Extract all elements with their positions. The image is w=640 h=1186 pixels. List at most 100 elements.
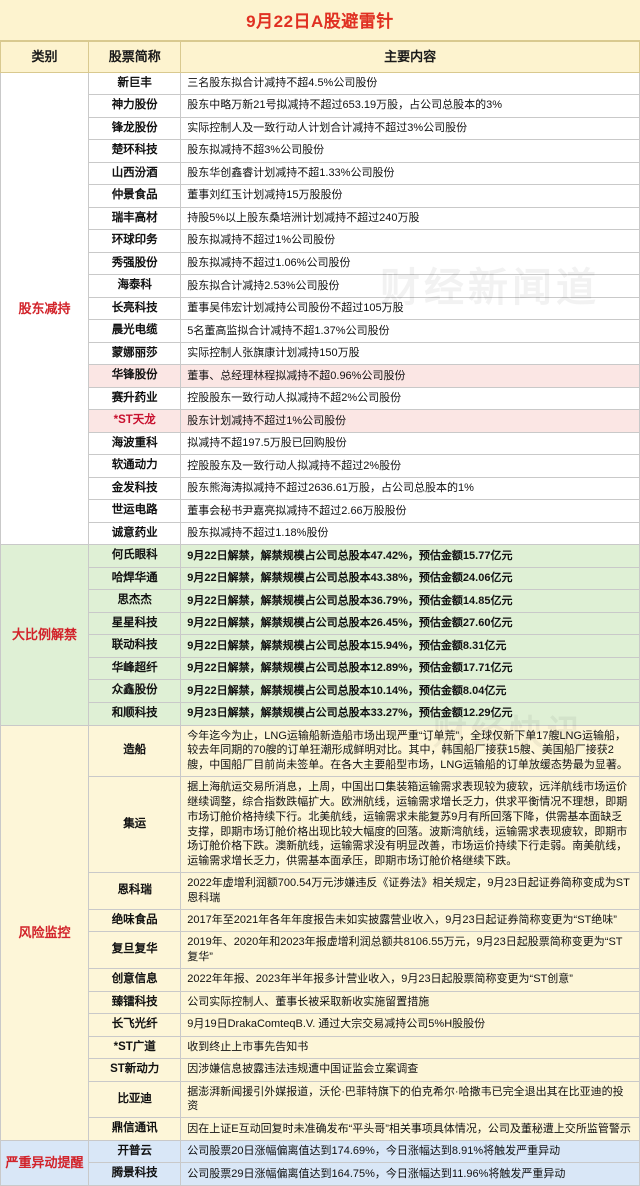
content-cell: 实际控制人及一致行动人计划合计减持不超过3%公司股份	[180, 116, 640, 141]
stock-name-cell: 长亮科技	[88, 296, 182, 321]
content-cell: 据上海航运交易所消息，上周，中国出口集装箱运输需求表现较为疲软，远洋航线市场运价…	[180, 776, 640, 874]
stock-name-cell: 赛升药业	[88, 386, 182, 411]
content-cell: 据澎湃新闻援引外媒报道，沃伦·巴菲特旗下的伯克希尔·哈撒韦已完全退出其在比亚迪的…	[180, 1080, 640, 1119]
stock-name-cell: 腾景科技	[88, 1162, 182, 1186]
content-cell: 收到终止上市事先告知书	[180, 1035, 640, 1060]
stock-name-cell: 绝味食品	[88, 908, 182, 933]
content-cell: 2022年年报、2023年半年报多计营业收入，9月23日起股票简称变更为“ST创…	[180, 967, 640, 992]
table-row: 金发科技 股东熊海涛拟减持不超过2636.61万股，占公司总股本的1%	[1, 476, 640, 501]
content-cell: 拟减持不超197.5万股已回购股份	[180, 431, 640, 456]
content-cell: 股东拟减持不超过1.18%股份	[180, 521, 640, 546]
content-cell: 董事、总经理林程拟减持不超0.96%公司股份	[180, 364, 640, 388]
content-cell: 股东拟减持不超3%公司股份	[180, 139, 640, 163]
stock-name-cell: *ST广道	[88, 1035, 182, 1060]
category-cell: 大比例解禁	[0, 544, 90, 726]
content-cell: 公司股票20日涨幅偏离值达到174.69%，今日涨幅达到8.91%将触发严重异动	[180, 1139, 640, 1164]
table-row: 长飞光纤 9月19日DrakaComteqB.V. 通过大宗交易减持公司5%H股股…	[1, 1013, 640, 1037]
table-row: 环球印务 股东拟减持不超过1%公司股份	[1, 229, 640, 253]
table-row: 山西汾酒 股东华创鑫睿计划减持不超1.33%公司股份	[1, 161, 640, 186]
content-cell: 9月22日解禁，解禁规模占公司总股本36.79%，预估金额14.85亿元	[180, 589, 640, 613]
stock-name-cell: 联动科技	[88, 634, 182, 658]
stock-name-cell: 环球印务	[88, 229, 182, 253]
content-cell: 董事会秘书尹嘉亮拟减持不超过2.66万股股份	[180, 499, 640, 523]
table-row: 风险监控 造船 今年迄今为止，LNG运输船新造船市场出现严重“订单荒”，全球仅新下单…	[0, 724, 640, 1141]
table-row: 大比例解禁 何氏眼科 9月22日解禁，解禁规模占公司总股本47.42%，预估金额15…	[0, 544, 640, 726]
table-row: 锋龙股份 实际控制人及一致行动人计划合计减持不超过3%公司股份	[1, 116, 640, 141]
stock-name-cell: 集运	[88, 776, 182, 874]
stock-name-cell: 楚环科技	[88, 139, 182, 163]
content-cell: 5名董高监拟合计减持不超1.37%公司股份	[180, 319, 640, 343]
table-row: 复旦复华 2019年、2020年和2023年报虚增利润总额共8106.55万元，9…	[1, 931, 640, 969]
content-cell: 因在上证E互动回复时未准确发布“平头哥”相关事项具体情况，公司及董秘遭上交所监管…	[180, 1117, 640, 1141]
table-row: 恩科瑞 2022年虚增利润额700.54万元涉嫌违反《证券法》相关规定，9月23日…	[1, 872, 640, 910]
table-row: 华峰超纤 9月22日解禁，解禁规模占公司总股本12.89%，预估金额17.71亿元	[1, 656, 640, 681]
content-cell: 因涉嫌信息披露违法违规遭中国证监会立案调查	[180, 1058, 640, 1082]
column-header-content: 主要内容	[180, 41, 640, 73]
stock-name-cell: 海波重科	[88, 431, 182, 456]
table-row: 长亮科技 董事吴伟宏计划减持公司股份不超过105万股	[1, 296, 640, 321]
content-cell: 9月23日解禁，解禁规模占公司总股本33.27%，预估金额12.29亿元	[180, 701, 640, 726]
content-cell: 股东拟减持不超过1%公司股份	[180, 229, 640, 253]
table-row: 思杰杰 9月22日解禁，解禁规模占公司总股本36.79%，预估金额14.85亿元	[1, 589, 640, 613]
table-row: 赛升药业 控股股东一致行动人拟减持不超2%公司股份	[1, 386, 640, 411]
table-row: 臻镭科技 公司实际控制人、董事长被采取新收实施留置措施	[1, 990, 640, 1015]
table-body: 股东减持 新巨丰 三名股东拟合计减持不超4.5%公司股份 神力股份 股东中略万新21号拟…	[0, 71, 640, 1186]
stock-name-cell: 锋龙股份	[88, 116, 182, 141]
stock-name-cell: 瑞丰高材	[88, 206, 182, 231]
content-cell: 9月22日解禁，解禁规模占公司总股本15.94%，预估金额8.31亿元	[180, 634, 640, 658]
content-cell: 股东拟减持不超过1.06%公司股份	[180, 251, 640, 276]
table-row: 世运电路 董事会秘书尹嘉亮拟减持不超过2.66万股股份	[1, 499, 640, 523]
stock-name-cell: 华锋股份	[88, 364, 182, 388]
content-cell: 股东华创鑫睿计划减持不超1.33%公司股份	[180, 161, 640, 186]
table-row: 绝味食品 2017年至2021年各年年度报告未如实披露营业收入，9月23日起证券简…	[1, 908, 640, 933]
stock-name-cell: 蒙娜丽莎	[88, 341, 182, 366]
content-cell: 9月22日解禁，解禁规模占公司总股本43.38%，预估金额24.06亿元	[180, 566, 640, 591]
table-row: 海波重科 拟减持不超197.5万股已回购股份	[1, 431, 640, 456]
table-row: 晨光电缆 5名董高监拟合计减持不超1.37%公司股份	[1, 319, 640, 343]
stock-name-cell: 华峰超纤	[88, 656, 182, 681]
title-bar: 9月22日A股避雷针	[0, 0, 640, 41]
table-row: 华锋股份 董事、总经理林程拟减持不超0.96%公司股份	[1, 364, 640, 388]
stock-name-cell: 世运电路	[88, 499, 182, 523]
content-cell: 2022年虚增利润额700.54万元涉嫌违反《证券法》相关规定，9月23日起证券…	[180, 872, 640, 910]
stock-name-cell: 星星科技	[88, 611, 182, 636]
column-header-category: 类别	[0, 41, 90, 73]
content-cell: 今年迄今为止，LNG运输船新造船市场出现严重“订单荒”，全球仅新下单17艘LNG…	[180, 724, 640, 778]
stock-name-cell: 长飞光纤	[88, 1013, 182, 1037]
stock-name-cell: 臻镭科技	[88, 990, 182, 1015]
table-row: 严重异动提醒 开普云 公司股票20日涨幅偏离值达到174.69%，今日涨幅达到8.9…	[0, 1139, 640, 1186]
stock-name-cell: 秀强股份	[88, 251, 182, 276]
stock-name-cell: 新巨丰	[88, 71, 182, 96]
table-row: 众鑫股份 9月22日解禁，解禁规模占公司总股本10.14%，预估金额8.04亿元	[1, 679, 640, 703]
table-row: 蒙娜丽莎 实际控制人张旗康计划减持150万股	[1, 341, 640, 366]
table-row: 神力股份 股东中略万新21号拟减持不超过653.19万股，占公司总股本的3%	[1, 94, 640, 118]
stock-name-cell: 哈焊华通	[88, 566, 182, 591]
stock-name-cell: 诚意药业	[88, 521, 182, 546]
table-row: 诚意药业 股东拟减持不超过1.18%股份	[1, 521, 640, 546]
content-cell: 9月22日解禁，解禁规模占公司总股本47.42%，预估金额15.77亿元	[180, 544, 640, 568]
stock-name-cell: 恩科瑞	[88, 872, 182, 910]
table-row: 仲景食品 董事刘红玉计划减持15万股股份	[1, 184, 640, 208]
table-row: 瑞丰高材 持股5%以上股东桑培洲计划减持不超过240万股	[1, 206, 640, 231]
category-cell: 股东减持	[0, 71, 90, 546]
risk-table: 类别 股票简称 主要内容 股东减持 新巨丰 三名股东拟合计减持不超4.5%公司股份神…	[0, 41, 640, 1186]
table-row: 比亚迪 据澎湃新闻援引外媒报道，沃伦·巴菲特旗下的伯克希尔·哈撒韦已完全退出其在比…	[1, 1080, 640, 1119]
table-row: 海泰科 股东拟合计减持2.53%公司股份	[1, 274, 640, 298]
content-cell: 实际控制人张旗康计划减持150万股	[180, 341, 640, 366]
stock-name-cell: 众鑫股份	[88, 679, 182, 703]
stock-name-cell: 比亚迪	[88, 1080, 182, 1119]
table-row: 秀强股份 股东拟减持不超过1.06%公司股份	[1, 251, 640, 276]
table-row: 鼎信通讯 因在上证E互动回复时未准确发布“平头哥”相关事项具体情况，公司及董秘遭上…	[1, 1117, 640, 1141]
table-row: *ST广道 收到终止上市事先告知书	[1, 1035, 640, 1060]
category-cell: 严重异动提醒	[0, 1139, 90, 1186]
table-header-row: 类别 股票简称 主要内容	[0, 41, 640, 73]
stock-name-cell: 鼎信通讯	[88, 1117, 182, 1141]
content-cell: 三名股东拟合计减持不超4.5%公司股份	[180, 71, 640, 96]
table-row: 腾景科技 公司股票29日涨幅偏离值达到164.75%，今日涨幅达到11.96%将触…	[1, 1162, 640, 1186]
table-row: 软通动力 控股股东及一致行动人拟减持不超过2%股份	[1, 454, 640, 478]
table-row: *ST天龙 股东计划减持不超过1%公司股份	[1, 409, 640, 433]
content-cell: 持股5%以上股东桑培洲计划减持不超过240万股	[180, 206, 640, 231]
content-cell: 控股股东一致行动人拟减持不超2%公司股份	[180, 386, 640, 411]
content-cell: 股东计划减持不超过1%公司股份	[180, 409, 640, 433]
